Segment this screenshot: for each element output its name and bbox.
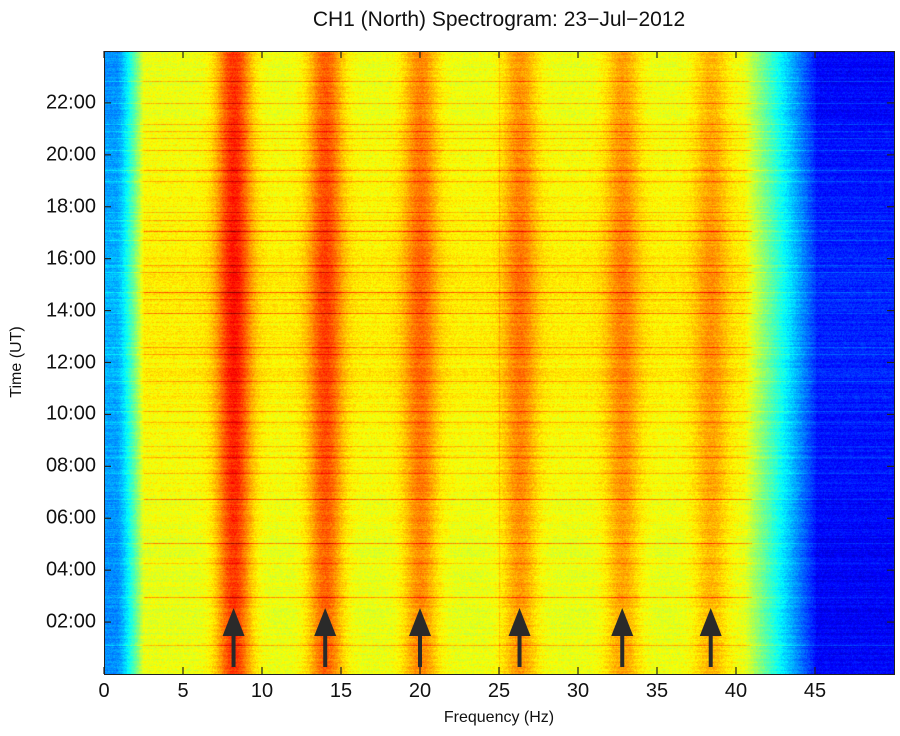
y-tick-label: 08:00 [45, 454, 96, 477]
y-tick-label: 02:00 [45, 610, 96, 633]
y-tick-label: 12:00 [45, 351, 96, 373]
y-tick-label: 16:00 [45, 247, 96, 270]
y-tick-label: 22:00 [45, 91, 96, 114]
x-tick-label: 25 [487, 680, 511, 702]
x-tick-label: 45 [803, 680, 827, 702]
resonance-arrow-head [409, 608, 431, 636]
plot-area [103, 51, 894, 674]
x-tick-label: 35 [645, 680, 669, 702]
chart-title: CH1 (North) Spectrogram: 23−Jul−2012 [312, 8, 686, 31]
y-tick-label: 04:00 [45, 558, 96, 581]
spectrogram-heatmap [104, 51, 894, 674]
x-tick-label: 30 [566, 680, 590, 702]
x-tick-label: 0 [98, 680, 110, 702]
resonance-arrow-head [314, 608, 337, 636]
resonance-arrow-head [699, 608, 722, 636]
y-axis-label: Time (UT) [8, 326, 25, 398]
resonance-arrow-head [508, 608, 531, 636]
y-tick-label: 20:00 [45, 143, 96, 166]
x-tick-label: 40 [724, 680, 748, 702]
y-tick-label: 10:00 [45, 402, 96, 425]
x-tick-label: 5 [177, 680, 189, 702]
resonance-arrow-head [611, 608, 634, 636]
plot-overlay [103, 51, 894, 674]
x-tick-label: 15 [329, 680, 353, 702]
y-tick-label: 14:00 [45, 299, 96, 322]
y-tick-label: 18:00 [45, 195, 96, 218]
resonance-arrow-head [222, 608, 245, 636]
x-axis-label: Frequency (Hz) [443, 709, 555, 726]
x-tick-label: 20 [408, 680, 432, 702]
y-tick-label: 06:00 [45, 506, 96, 529]
x-tick-label: 10 [250, 680, 274, 702]
